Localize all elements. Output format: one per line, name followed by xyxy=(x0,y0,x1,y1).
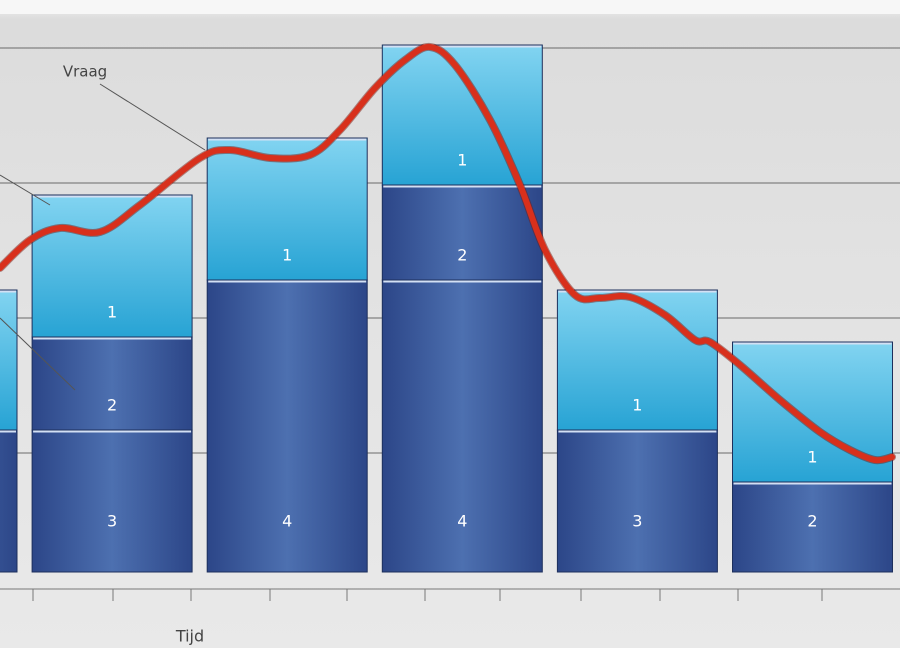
leaders xyxy=(0,83,206,391)
bar-segment xyxy=(732,481,893,573)
bar-segment xyxy=(206,279,368,573)
x-axis-label: Tijd xyxy=(175,627,204,646)
segment-label: 1 xyxy=(457,151,467,170)
bars: 3 2 1 4 1 4 2 1 3 1 2 1 xyxy=(0,44,893,573)
bar-segment xyxy=(556,429,718,573)
segment-label: 3 xyxy=(107,512,117,531)
bar-segment xyxy=(31,429,193,573)
demand-line xyxy=(0,43,895,464)
segment-label: 2 xyxy=(457,246,467,265)
x-axis xyxy=(0,588,900,601)
segment-label: 1 xyxy=(107,303,117,322)
bar-segment xyxy=(31,336,193,431)
curve-group xyxy=(0,42,896,465)
line-annotation: Vraag xyxy=(63,63,107,81)
bar-segment xyxy=(0,289,18,431)
top-band xyxy=(0,0,900,14)
bar-segment xyxy=(0,429,18,573)
bar-segment xyxy=(31,194,193,338)
bar-segment xyxy=(381,184,543,281)
segment-label: 1 xyxy=(632,396,642,415)
segment-label: 4 xyxy=(457,512,467,531)
segment-label: 3 xyxy=(632,512,642,531)
segment-label: 2 xyxy=(107,396,117,415)
bar-segment xyxy=(556,289,718,431)
segment-label: 1 xyxy=(282,246,292,265)
segment-label: 1 xyxy=(807,448,817,467)
segment-label: 2 xyxy=(807,512,817,531)
leader-line xyxy=(99,83,206,151)
leader-line xyxy=(0,174,51,206)
bar-segment xyxy=(381,279,543,573)
segment-label: 4 xyxy=(282,512,292,531)
leader-line xyxy=(0,317,76,391)
